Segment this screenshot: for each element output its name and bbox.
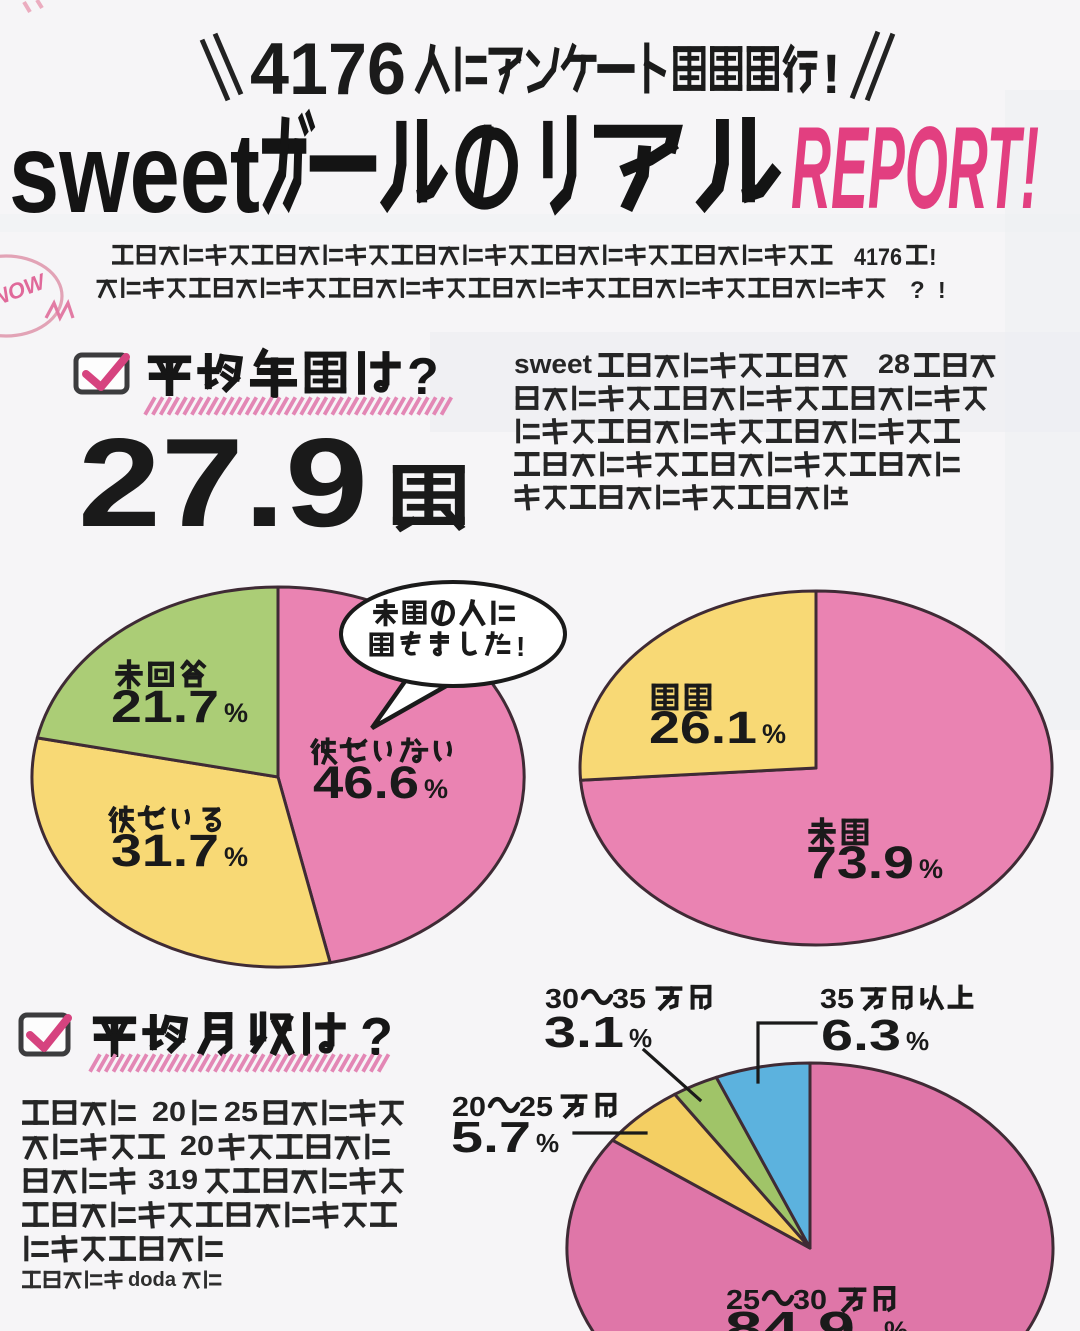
svg-text:4176: 4176 — [854, 244, 902, 271]
svg-text:5.7: 5.7 — [451, 1113, 531, 1162]
svg-text:%: % — [536, 1128, 559, 1158]
svg-text:%: % — [224, 698, 248, 728]
svg-text:%: % — [424, 774, 448, 804]
svg-text:!: ! — [938, 277, 946, 303]
svg-text:28: 28 — [878, 349, 910, 379]
svg-text:6.3: 6.3 — [821, 1011, 901, 1060]
svg-text:%: % — [884, 1316, 908, 1331]
svg-text:3.1: 3.1 — [544, 1008, 624, 1057]
svg-text:doda: doda — [128, 1269, 177, 1291]
svg-text:!: ! — [929, 244, 937, 270]
svg-text:31.7: 31.7 — [111, 825, 219, 876]
svg-text:!: ! — [836, 481, 845, 511]
svg-text:?: ? — [407, 348, 439, 406]
svg-text:27.9: 27.9 — [78, 412, 368, 553]
svg-text:%: % — [629, 1023, 652, 1053]
svg-text:4176: 4176 — [250, 29, 406, 110]
svg-text:46.6: 46.6 — [313, 757, 419, 808]
svg-text:20: 20 — [452, 1091, 486, 1122]
svg-text:25: 25 — [224, 1096, 258, 1127]
svg-text:?: ? — [910, 277, 925, 304]
svg-text:20: 20 — [180, 1130, 214, 1161]
svg-text:sweet: sweet — [514, 349, 592, 379]
svg-text:%: % — [919, 854, 943, 884]
svg-text:73.9: 73.9 — [806, 837, 914, 888]
svg-text:%: % — [906, 1026, 929, 1056]
svg-text:26.1: 26.1 — [649, 702, 757, 753]
svg-text:35: 35 — [612, 983, 646, 1014]
svg-text:%: % — [762, 719, 786, 749]
svg-text:35: 35 — [820, 983, 854, 1014]
svg-text:319: 319 — [148, 1164, 198, 1195]
svg-text:!: ! — [516, 631, 525, 662]
svg-text:%: % — [224, 842, 248, 872]
svg-text:30: 30 — [545, 983, 579, 1014]
svg-text:30: 30 — [793, 1284, 827, 1315]
svg-text:21.7: 21.7 — [111, 681, 219, 732]
svg-text:REPORT!: REPORT! — [791, 102, 1039, 233]
svg-text:sweet: sweet — [9, 110, 260, 236]
svg-text:25: 25 — [519, 1091, 553, 1122]
svg-text:84.9: 84.9 — [725, 1302, 855, 1331]
svg-text:!: ! — [822, 42, 841, 105]
svg-text:20: 20 — [152, 1096, 186, 1127]
svg-text:25: 25 — [726, 1284, 760, 1315]
